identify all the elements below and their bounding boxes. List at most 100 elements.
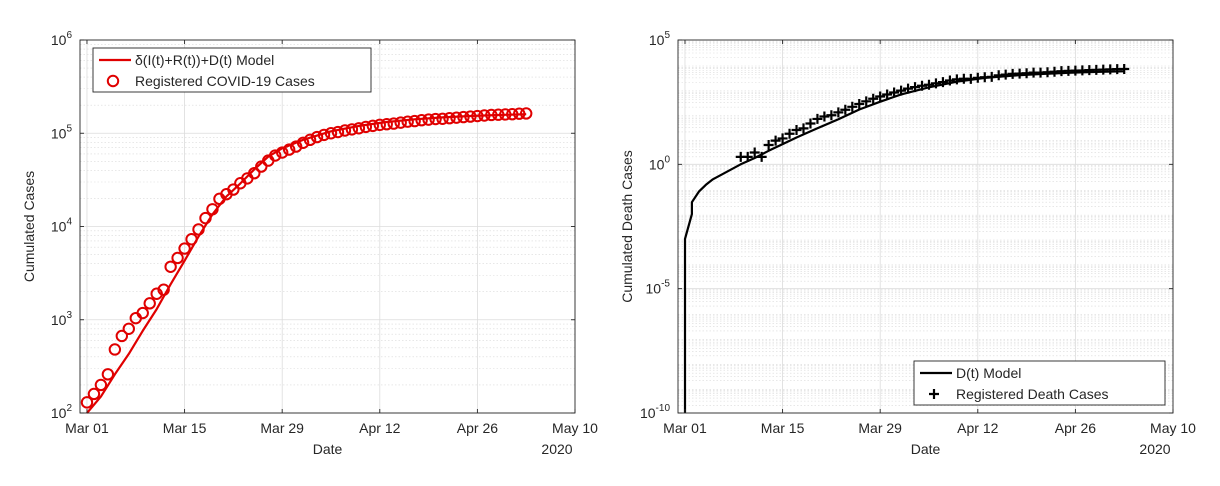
- data-point: [338, 124, 352, 137]
- data-point: [408, 114, 421, 128]
- data-point: [282, 143, 296, 156]
- data-point: [519, 107, 533, 120]
- data-point: [199, 211, 212, 225]
- y-tick-label: 102: [51, 403, 73, 421]
- data-point: [506, 108, 519, 121]
- legend-label: Registered COVID-19 Cases: [135, 73, 315, 89]
- data-point: [115, 329, 129, 343]
- data-point: [310, 130, 324, 144]
- y-tick-label: 105: [51, 123, 73, 141]
- data-point: [923, 79, 934, 90]
- y-axis-label: Cumulated Cases: [21, 171, 37, 282]
- legend-marker-swatch: [929, 389, 939, 399]
- data-point: [903, 83, 914, 94]
- x-year-label: 2020: [541, 441, 572, 457]
- x-tick-label: Mar 01: [663, 420, 707, 436]
- data-point: [122, 322, 136, 335]
- data-point: [896, 85, 907, 96]
- y-tick-label: 100: [649, 154, 671, 172]
- data-point: [840, 104, 851, 115]
- data-point: [303, 133, 317, 147]
- data-point: [436, 112, 449, 125]
- data-point: [457, 110, 470, 124]
- x-tick-label: Apr 12: [359, 420, 400, 436]
- data-point: [324, 127, 338, 140]
- data-point: [429, 112, 442, 126]
- data-point: [464, 110, 477, 123]
- axes-box: [677, 39, 1174, 414]
- data-point: [819, 111, 830, 122]
- data-point: [875, 91, 886, 102]
- data-point: [450, 111, 463, 124]
- data-point: [889, 87, 900, 98]
- legend-box: [913, 360, 1166, 406]
- data-point: [749, 147, 760, 158]
- series-1: [735, 64, 1130, 162]
- data-point: [784, 128, 795, 139]
- data-point: [248, 166, 261, 180]
- x-axis-label: Date: [313, 441, 343, 457]
- data-point: [345, 123, 359, 136]
- data-point: [763, 139, 774, 150]
- data-point: [359, 120, 373, 134]
- legend-label: δ(I(t)+R(t))+D(t) Model: [135, 52, 274, 68]
- data-point: [192, 223, 205, 236]
- data-point: [331, 125, 345, 139]
- data-point: [1119, 64, 1130, 75]
- data-point: [227, 183, 240, 196]
- data-point: [269, 149, 282, 162]
- data-point: [513, 107, 526, 120]
- data-point: [171, 251, 184, 265]
- data-point: [366, 119, 380, 133]
- data-point: [937, 77, 948, 88]
- right-chart: Mar 01 Mar 15 Mar 29 Apr 12 Apr 26 May 10 10-1…: [619, 30, 1196, 457]
- y-tick-label: 106: [51, 30, 73, 48]
- x-tick-label: Mar 15: [163, 420, 207, 436]
- series-1: [80, 107, 533, 409]
- x-tick-label: May 10: [1150, 420, 1196, 436]
- y-tick-label: 105: [649, 30, 671, 48]
- data-point: [930, 78, 941, 89]
- data-point: [317, 128, 331, 142]
- data-point: [861, 96, 872, 107]
- y-tick-label: 10-5: [646, 279, 671, 297]
- data-point: [352, 122, 366, 135]
- x-tick-label: Mar 01: [65, 420, 109, 436]
- data-point: [499, 108, 512, 121]
- data-point: [944, 75, 955, 86]
- data-point: [770, 135, 781, 146]
- data-point: [812, 113, 823, 124]
- y-tick-label: 103: [51, 310, 73, 328]
- data-point: [798, 123, 809, 134]
- data-point: [805, 118, 816, 129]
- data-point: [136, 306, 149, 320]
- data-point: [108, 343, 122, 356]
- legend: D(t) Model Registered Death Cases: [913, 360, 1166, 406]
- data-point: [471, 109, 484, 123]
- data-point: [275, 146, 289, 159]
- data-point: [478, 109, 491, 122]
- x-tick-label: Apr 26: [457, 420, 498, 436]
- data-point: [868, 93, 879, 104]
- legend-marker-swatch: [106, 74, 120, 88]
- data-point: [380, 118, 393, 131]
- legend-label: Registered Death Cases: [956, 386, 1109, 402]
- data-point: [157, 283, 170, 296]
- data-point: [373, 118, 386, 132]
- x-tick-label: Apr 12: [957, 420, 998, 436]
- legend-label: D(t) Model: [956, 365, 1021, 381]
- data-point: [178, 242, 191, 255]
- data-point: [422, 113, 435, 126]
- data-point: [833, 107, 844, 118]
- data-point: [882, 89, 893, 100]
- data-point: [791, 125, 802, 136]
- data-point: [94, 378, 108, 392]
- data-point: [87, 387, 101, 401]
- x-tick-label: Mar 29: [260, 420, 304, 436]
- data-point: [492, 108, 505, 121]
- data-point: [826, 110, 837, 121]
- x-tick-label: Mar 29: [858, 420, 902, 436]
- data-point: [185, 233, 198, 246]
- data-point: [80, 396, 94, 409]
